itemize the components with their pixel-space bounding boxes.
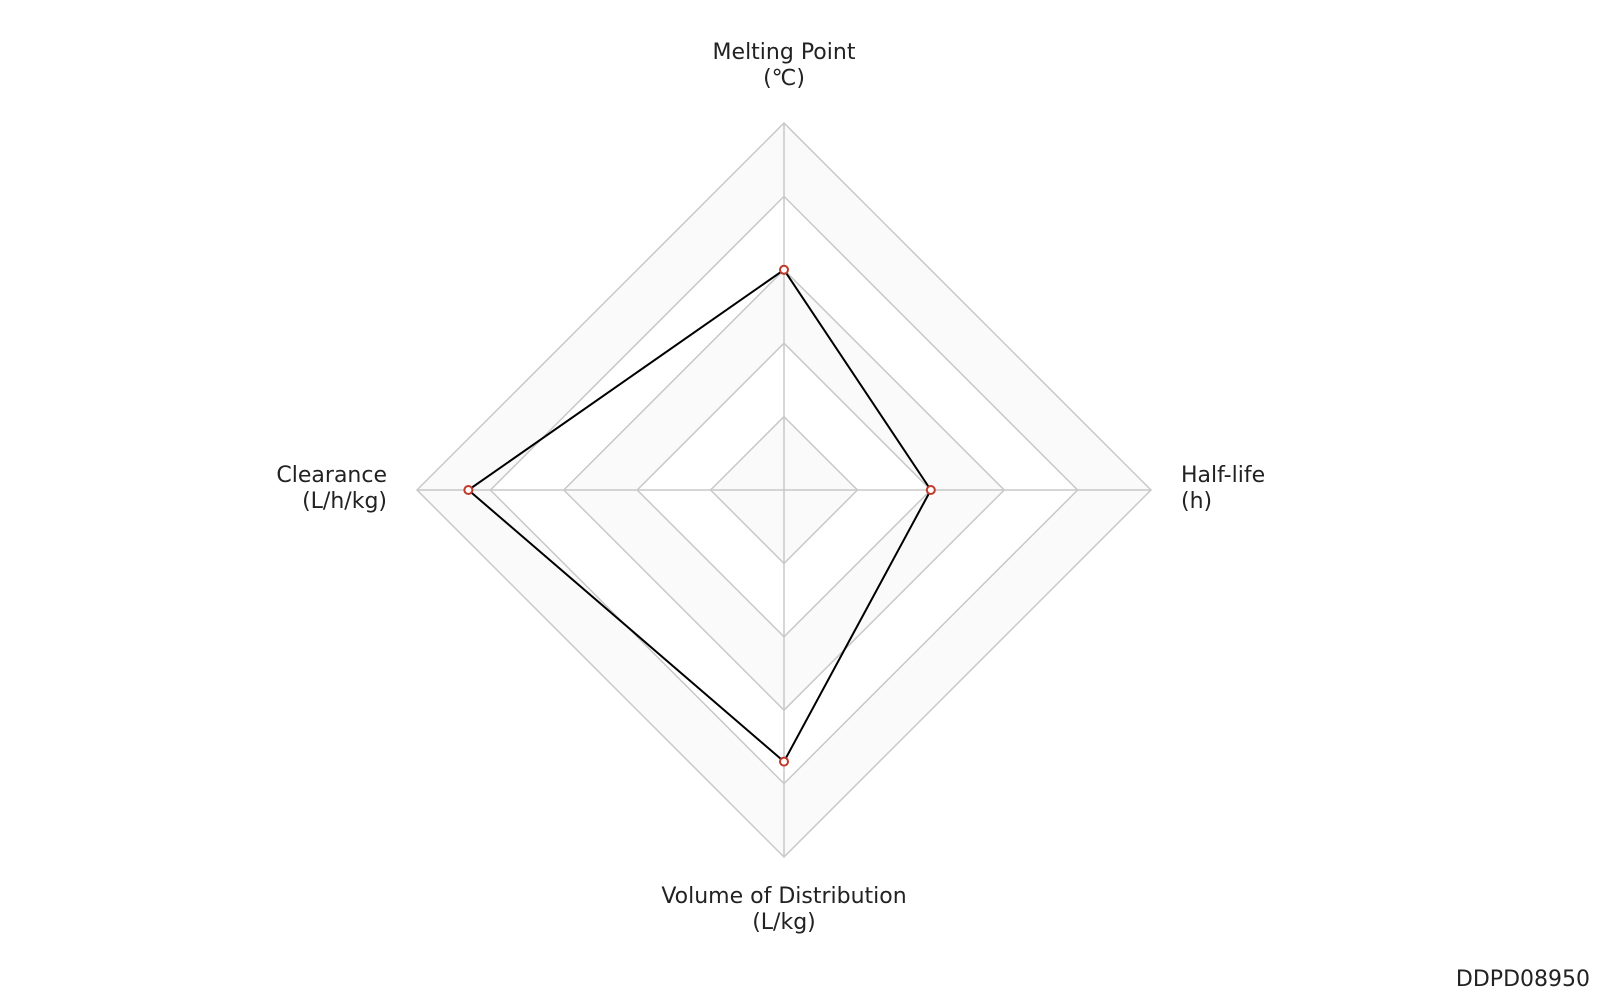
data-point	[779, 264, 789, 275]
axis-label: Melting Point	[713, 40, 856, 65]
axis-label: (L/h/kg)	[302, 489, 387, 514]
axis-label: Volume of Distribution	[661, 884, 906, 909]
data-point	[779, 756, 789, 767]
axis-label: Half-life	[1181, 463, 1265, 488]
axis-label: (h)	[1181, 489, 1212, 514]
data-point	[463, 485, 474, 495]
data-point	[925, 485, 936, 495]
footer-id: DDPD08950	[1456, 967, 1590, 992]
axis-label: Clearance	[276, 463, 387, 488]
axis-label: (℃)	[763, 66, 805, 91]
axis-label: (L/kg)	[752, 910, 816, 935]
